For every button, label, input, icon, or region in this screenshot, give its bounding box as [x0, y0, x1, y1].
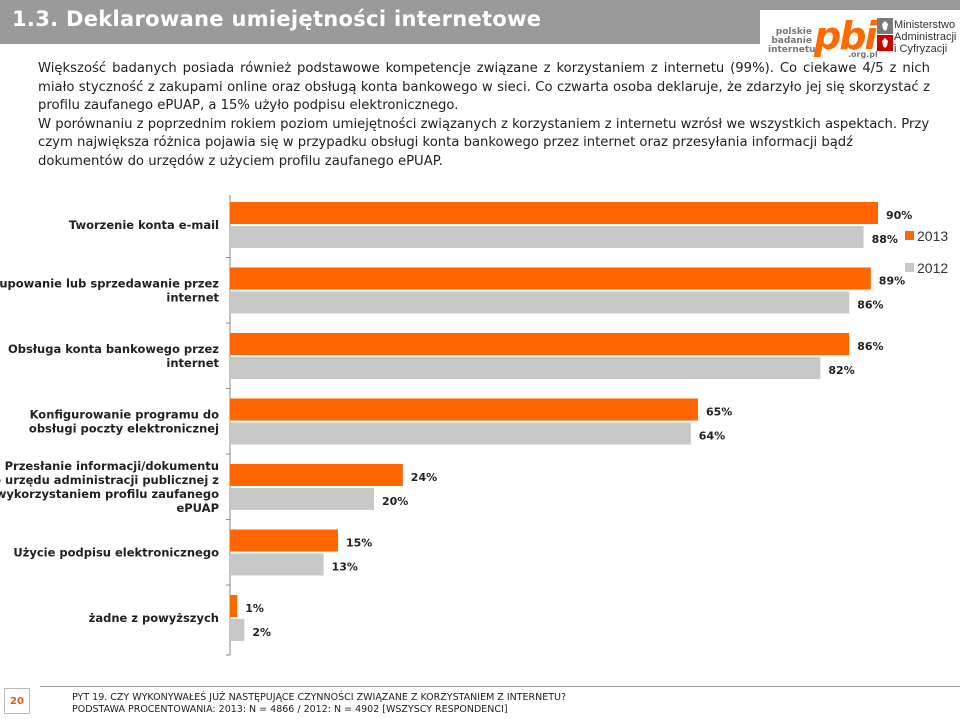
bar	[230, 529, 338, 552]
legend-label: 2012	[917, 260, 948, 276]
bar	[230, 202, 878, 224]
value-label: 1%	[245, 602, 264, 615]
value-label: 2%	[252, 626, 271, 639]
value-label: 89%	[879, 275, 905, 288]
value-label: 90%	[886, 209, 912, 222]
ministry-logo-text: Ministerstwo Administracji i Cyfryzacji	[894, 19, 957, 55]
bar	[230, 619, 245, 641]
category-label: do urzędu administracji publicznej z	[0, 473, 219, 487]
bar	[230, 464, 403, 486]
logos: polskie badanie internetu pbi .org.pl Mi…	[760, 10, 960, 68]
bar-chart: Tworzenie konta e-mail 90% 88% Kupowanie lu…	[0, 195, 948, 656]
value-label: 86%	[857, 299, 883, 312]
pbi-logo: pbi	[814, 14, 877, 58]
category-label: Obsługa konta bankowego przez	[8, 342, 219, 356]
bar	[230, 226, 864, 248]
category-label: wykorzystaniem profilu zaufanego	[0, 487, 219, 501]
legend-swatch	[905, 231, 914, 240]
value-label: 15%	[346, 537, 372, 550]
bar	[230, 267, 871, 290]
bar	[230, 333, 850, 355]
value-label: 24%	[411, 471, 437, 484]
value-label: 13%	[332, 561, 358, 574]
category-label: ePUAP	[176, 501, 219, 515]
category-label: internet	[166, 356, 219, 370]
value-label: 64%	[699, 430, 725, 443]
legend-swatch	[905, 263, 914, 272]
footer-question: PYT 19. CZY WYKONYWAŁEŚ JUŻ NASTĘPUJĄCE …	[72, 692, 567, 703]
category-label: Tworzenie konta e-mail	[69, 218, 219, 232]
category-label: obsługi poczty elektronicznej	[29, 422, 219, 436]
category-label: Użycie podpisu elektronicznego	[13, 546, 219, 560]
eagle-crest-icon	[877, 18, 893, 51]
value-label: 20%	[382, 495, 408, 508]
value-label: 82%	[828, 364, 854, 377]
intro-paragraph-2: W porównaniu z poprzednim rokiem poziom …	[38, 116, 930, 169]
bar	[230, 553, 324, 576]
page-number: 20	[4, 688, 30, 714]
value-label: 65%	[706, 406, 732, 419]
pbi-small-text: polskie badanie internetu	[768, 27, 816, 55]
page-title: 1.3. Deklarowane umiejętności internetow…	[12, 7, 542, 31]
category-label: żadne z powyższych	[89, 611, 219, 625]
bar	[230, 488, 374, 510]
bar	[230, 595, 238, 617]
pbi-domain: .org.pl	[848, 50, 878, 59]
bar	[230, 357, 821, 379]
intro-text: Większość badanych posiada również podst…	[38, 60, 930, 172]
bar	[230, 422, 691, 445]
footer-notes: PYT 19. CZY WYKONYWAŁEŚ JUŻ NASTĘPUJĄCE …	[72, 692, 566, 716]
category-label: Przesłanie informacji/dokumentu	[5, 459, 219, 473]
value-label: 88%	[872, 233, 898, 246]
category-label: internet	[166, 291, 219, 305]
category-label: Konfigurowanie programu do	[30, 408, 220, 422]
value-label: 86%	[857, 340, 883, 353]
bar	[230, 291, 850, 314]
bar	[230, 398, 698, 421]
intro-paragraph-1: Większość badanych posiada również podst…	[38, 61, 930, 114]
category-label: Kupowanie lub sprzedawanie przez	[0, 277, 219, 291]
footer-divider	[40, 686, 960, 687]
legend-label: 2013	[917, 228, 948, 244]
footer-base: PODSTAWA PROCENTOWANIA: 2013: N = 4866 /…	[72, 704, 508, 715]
